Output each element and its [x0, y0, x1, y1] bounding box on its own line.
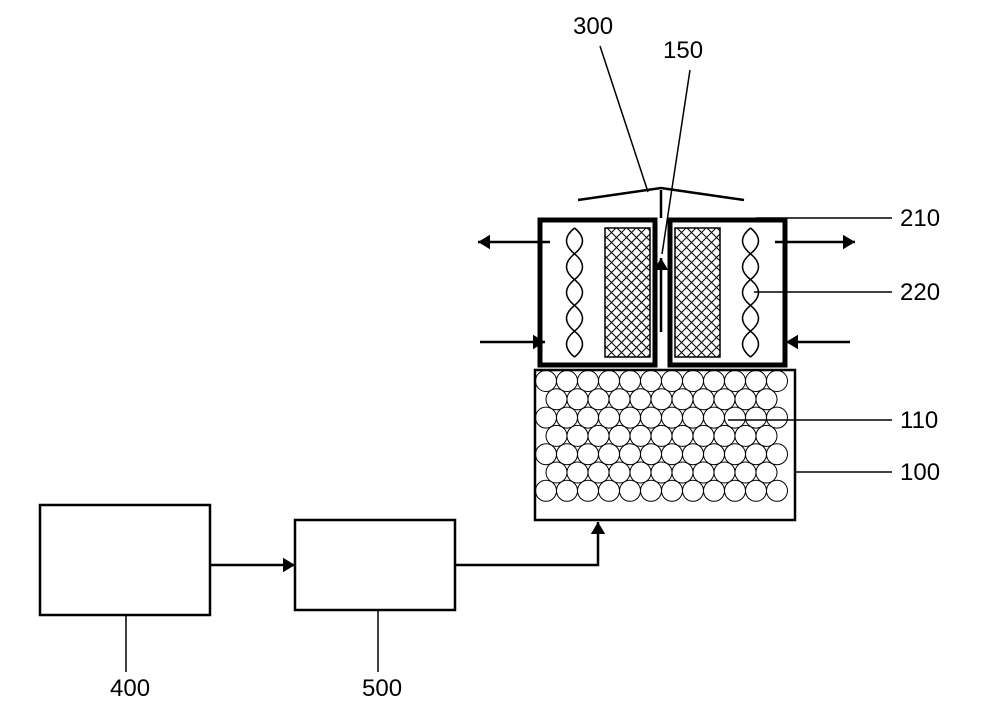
patent-diagram: 300 150 210 220 110 100 400 500 [0, 0, 1000, 714]
label-l210-label: 210 [900, 205, 940, 232]
label-l500-label: 500 [362, 675, 402, 702]
label-l220-label: 220 [900, 279, 940, 306]
label-l100-label: 100 [900, 459, 940, 486]
label-l300-label: 300 [573, 13, 613, 40]
box100 [535, 370, 795, 520]
box500 [295, 520, 455, 610]
label-l400-label: 400 [110, 675, 150, 702]
label-l150-leader [662, 70, 690, 254]
catalyst_left [540, 220, 655, 365]
bubbles-110 [536, 371, 788, 502]
label-l150-label: 150 [663, 37, 703, 64]
hatch [605, 228, 650, 357]
label-l110-label: 110 [900, 407, 938, 434]
box400 [40, 505, 210, 615]
label-l300-leader [600, 46, 648, 192]
hatch [675, 228, 720, 357]
